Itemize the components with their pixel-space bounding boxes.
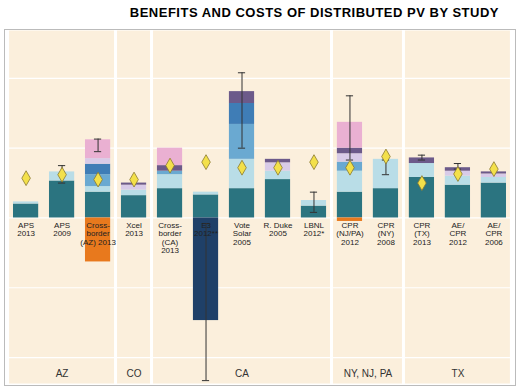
svg-text:APS2013: APS2013 <box>17 221 35 238</box>
svg-text:CA: CA <box>235 368 249 379</box>
svg-text:APS2009: APS2009 <box>53 221 71 238</box>
svg-text:Xcel2013: Xcel2013 <box>125 221 143 238</box>
svg-text:AZ: AZ <box>56 368 69 379</box>
svg-text:LBNL2012*: LBNL2012* <box>304 221 325 238</box>
svg-text:VoteSolar2005: VoteSolar2005 <box>233 221 252 247</box>
svg-text:CPR(NY)2008: CPR(NY)2008 <box>377 221 395 247</box>
svg-text:E32012**: E32012** <box>194 221 218 238</box>
svg-text:TX: TX <box>452 368 465 379</box>
svg-text:AE/CPR2006: AE/CPR2006 <box>485 221 503 247</box>
html-text:BENEFITS AND COSTS OF DISTRIBU: BENEFITS AND COSTS OF DISTRIBUTED PV BY … <box>129 5 499 20</box>
svg-text:CO: CO <box>127 368 142 379</box>
svg-text:Cross-border(CA)2013: Cross-border(CA)2013 <box>158 221 182 255</box>
svg-text:CPR(NJ/PA)2012: CPR(NJ/PA)2012 <box>336 221 364 247</box>
svg-text:Cross-border(AZ) 2013: Cross-border(AZ) 2013 <box>80 221 116 247</box>
svg-text:R. Duke2005: R. Duke2005 <box>264 221 293 238</box>
svg-text:AE/CPR2012: AE/CPR2012 <box>449 221 467 247</box>
svg-text:NY, NJ, PA: NY, NJ, PA <box>344 368 393 379</box>
svg-text:CPR(TX)2013: CPR(TX)2013 <box>413 221 431 247</box>
